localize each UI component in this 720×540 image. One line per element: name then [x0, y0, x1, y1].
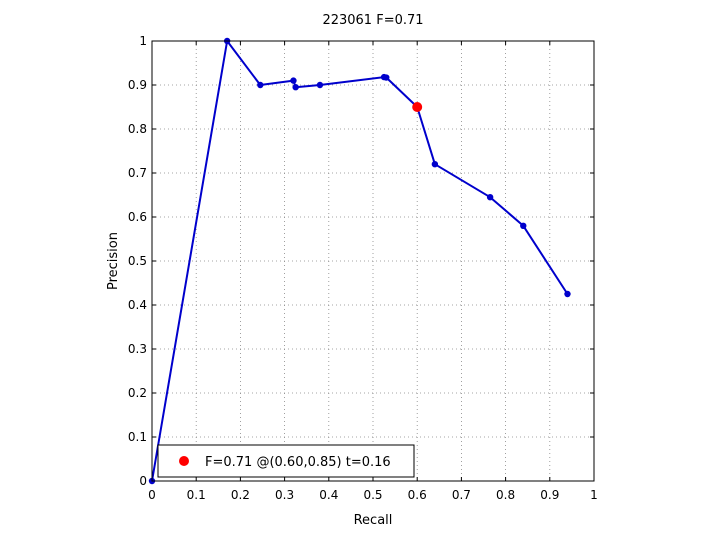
data-point [520, 222, 527, 229]
legend-label: F=0.71 @(0.60,0.85) t=0.16 [205, 455, 391, 470]
y-tick-label: 0.2 [128, 386, 147, 400]
data-point [290, 77, 297, 84]
x-axis-label: Recall [354, 513, 393, 528]
data-point [383, 74, 390, 81]
data-point [257, 81, 264, 89]
y-tick-label: 0.1 [128, 430, 147, 444]
x-tick-label: 0.9 [540, 488, 559, 502]
x-tick-label: 0.8 [496, 488, 515, 502]
ticks: 0 0.1 0.2 0.3 0.4 0.5 0.6 0.7 0.8 0.9 1 0 0.1 0.2 0.3 0… [128, 34, 598, 502]
y-tick-label: 0.7 [128, 166, 147, 180]
x-tick-label: 1 [590, 488, 598, 502]
x-tick-label: 0.3 [275, 488, 294, 502]
x-tick-label: 0.5 [363, 488, 382, 502]
x-tick-label: 0 [148, 488, 156, 502]
grid [152, 41, 594, 481]
chart-title: 223061 F=0.71 [322, 13, 423, 28]
x-tick-label: 0.1 [187, 488, 206, 502]
data-point [292, 84, 299, 91]
data-point [486, 194, 494, 201]
y-tick-label: 0.3 [128, 342, 147, 356]
legend-box [157, 444, 415, 478]
y-tick-label: 0.6 [128, 210, 147, 224]
y-tick-label: 0 [139, 474, 147, 488]
data-point [564, 290, 571, 298]
x-tick-label: 0.4 [319, 488, 338, 502]
y-tick-label: 0.5 [128, 254, 147, 268]
series [148, 37, 571, 485]
y-tick-label: 0.4 [128, 298, 147, 312]
x-tick-label: 0.7 [452, 488, 471, 502]
x-tick-label: 0.2 [231, 488, 250, 502]
y-tick-label: 1 [139, 34, 147, 48]
legend-marker [179, 456, 189, 466]
data-point [431, 161, 439, 168]
data-point [316, 81, 324, 89]
best-f-point [412, 102, 423, 112]
x-tick-label: 0.6 [408, 488, 427, 502]
y-tick-label: 0.9 [128, 78, 147, 92]
y-tick-label: 0.8 [128, 122, 147, 136]
legend: F=0.71 @(0.60,0.85) t=0.16 [157, 444, 415, 478]
y-axis-label: Precision [106, 232, 121, 290]
